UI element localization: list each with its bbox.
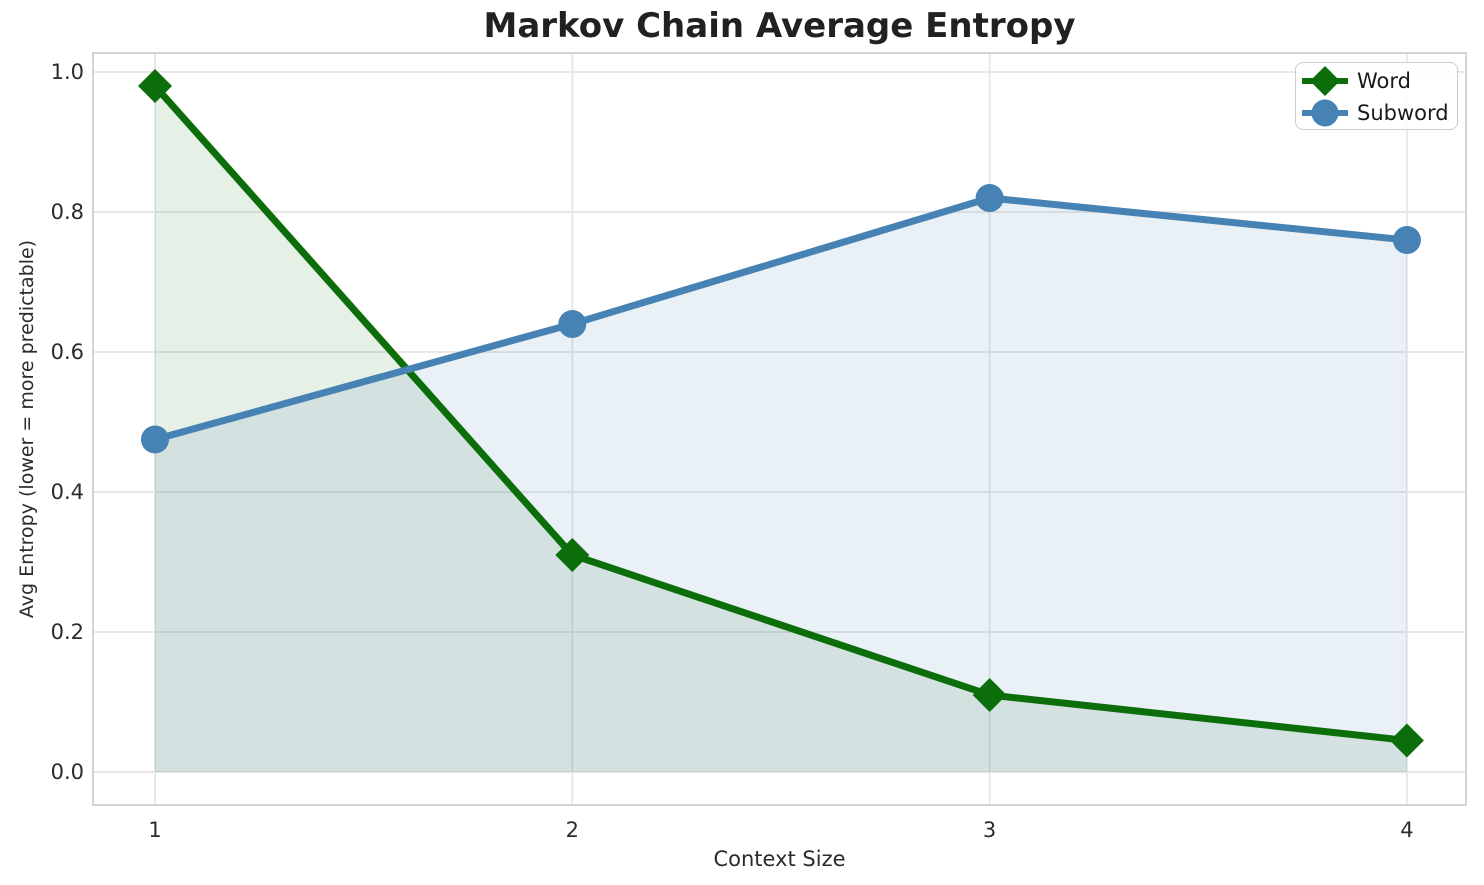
legend: Word Subword bbox=[1295, 62, 1458, 130]
area-fill-subword bbox=[155, 198, 1407, 772]
diamond-marker bbox=[1389, 723, 1424, 758]
y-tick-labels: 0.0 0.2 0.4 0.6 0.8 1.0 bbox=[22, 52, 84, 806]
x-tick-labels: 1 2 3 4 bbox=[92, 816, 1467, 844]
x-tick-label: 4 bbox=[1400, 818, 1414, 842]
x-tick-label: 3 bbox=[982, 818, 997, 842]
series-line-subword bbox=[151, 194, 1411, 443]
circle-marker bbox=[1392, 226, 1421, 255]
plot-area bbox=[92, 52, 1467, 806]
series-line-word bbox=[151, 82, 1411, 744]
area-fill-word bbox=[155, 86, 1407, 772]
x-tick-label: 2 bbox=[565, 818, 579, 842]
chart-title: Markov Chain Average Entropy bbox=[483, 6, 1076, 46]
plot-border bbox=[92, 52, 1467, 806]
y-tick-label: 0.0 bbox=[50, 759, 84, 784]
circle-marker bbox=[558, 310, 587, 339]
legend-item-word: Word bbox=[1302, 65, 1449, 97]
circle-marker bbox=[975, 184, 1004, 213]
diamond-marker bbox=[555, 537, 590, 572]
circle-marker bbox=[141, 425, 170, 454]
x-tick-label: 1 bbox=[148, 818, 162, 842]
circle-marker-icon bbox=[1302, 99, 1348, 127]
diamond-marker bbox=[138, 69, 173, 104]
legend-item-subword: Subword bbox=[1302, 97, 1449, 129]
y-tick-label: 0.8 bbox=[50, 200, 84, 224]
diamond-marker-icon bbox=[1302, 66, 1348, 96]
x-axis-label: Context Size bbox=[713, 847, 846, 871]
y-tick-label: 1.0 bbox=[50, 60, 84, 85]
legend-label: Word bbox=[1357, 69, 1411, 93]
y-tick-label: 0.6 bbox=[50, 340, 84, 364]
y-tick-label: 0.2 bbox=[50, 619, 84, 644]
legend-label: Subword bbox=[1357, 101, 1449, 125]
diamond-marker bbox=[972, 677, 1007, 712]
y-tick-label: 0.4 bbox=[50, 479, 84, 504]
